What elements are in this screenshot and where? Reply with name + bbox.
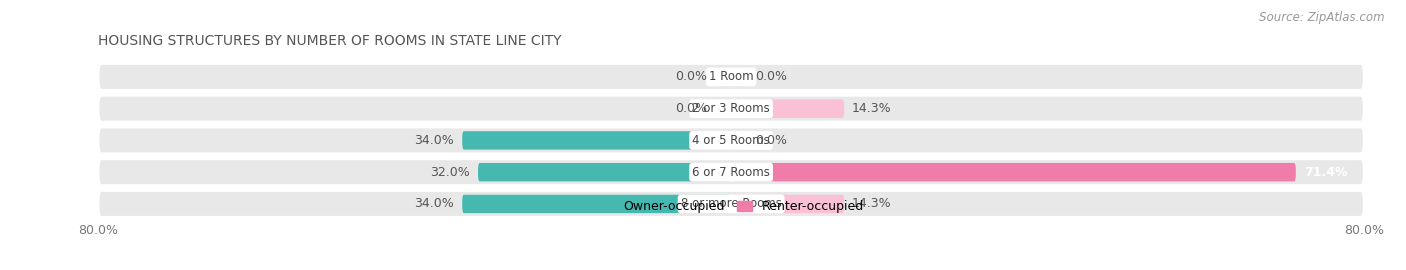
FancyBboxPatch shape: [463, 131, 731, 150]
Text: 2 or 3 Rooms: 2 or 3 Rooms: [692, 102, 770, 115]
Text: 4 or 5 Rooms: 4 or 5 Rooms: [692, 134, 770, 147]
Text: 8 or more Rooms: 8 or more Rooms: [681, 197, 782, 210]
Text: 0.0%: 0.0%: [675, 102, 707, 115]
FancyBboxPatch shape: [731, 131, 747, 150]
Text: 1 Room: 1 Room: [709, 70, 754, 83]
Text: 71.4%: 71.4%: [1303, 166, 1347, 179]
FancyBboxPatch shape: [98, 64, 1364, 90]
FancyBboxPatch shape: [731, 68, 747, 86]
FancyBboxPatch shape: [478, 163, 731, 181]
FancyBboxPatch shape: [716, 99, 731, 118]
Text: 0.0%: 0.0%: [675, 70, 707, 83]
FancyBboxPatch shape: [463, 195, 731, 213]
Text: 32.0%: 32.0%: [430, 166, 470, 179]
Legend: Owner-occupied, Renter-occupied: Owner-occupied, Renter-occupied: [593, 195, 869, 218]
FancyBboxPatch shape: [98, 159, 1364, 185]
FancyBboxPatch shape: [98, 127, 1364, 153]
Text: 0.0%: 0.0%: [755, 134, 787, 147]
FancyBboxPatch shape: [731, 163, 1296, 181]
FancyBboxPatch shape: [731, 195, 844, 213]
Text: Source: ZipAtlas.com: Source: ZipAtlas.com: [1260, 11, 1385, 24]
Text: 0.0%: 0.0%: [755, 70, 787, 83]
Text: HOUSING STRUCTURES BY NUMBER OF ROOMS IN STATE LINE CITY: HOUSING STRUCTURES BY NUMBER OF ROOMS IN…: [98, 34, 562, 48]
Text: 14.3%: 14.3%: [852, 197, 891, 210]
FancyBboxPatch shape: [716, 68, 731, 86]
Text: 34.0%: 34.0%: [415, 134, 454, 147]
Text: 14.3%: 14.3%: [852, 102, 891, 115]
FancyBboxPatch shape: [98, 191, 1364, 217]
Text: 6 or 7 Rooms: 6 or 7 Rooms: [692, 166, 770, 179]
FancyBboxPatch shape: [98, 96, 1364, 122]
Text: 34.0%: 34.0%: [415, 197, 454, 210]
FancyBboxPatch shape: [731, 99, 844, 118]
